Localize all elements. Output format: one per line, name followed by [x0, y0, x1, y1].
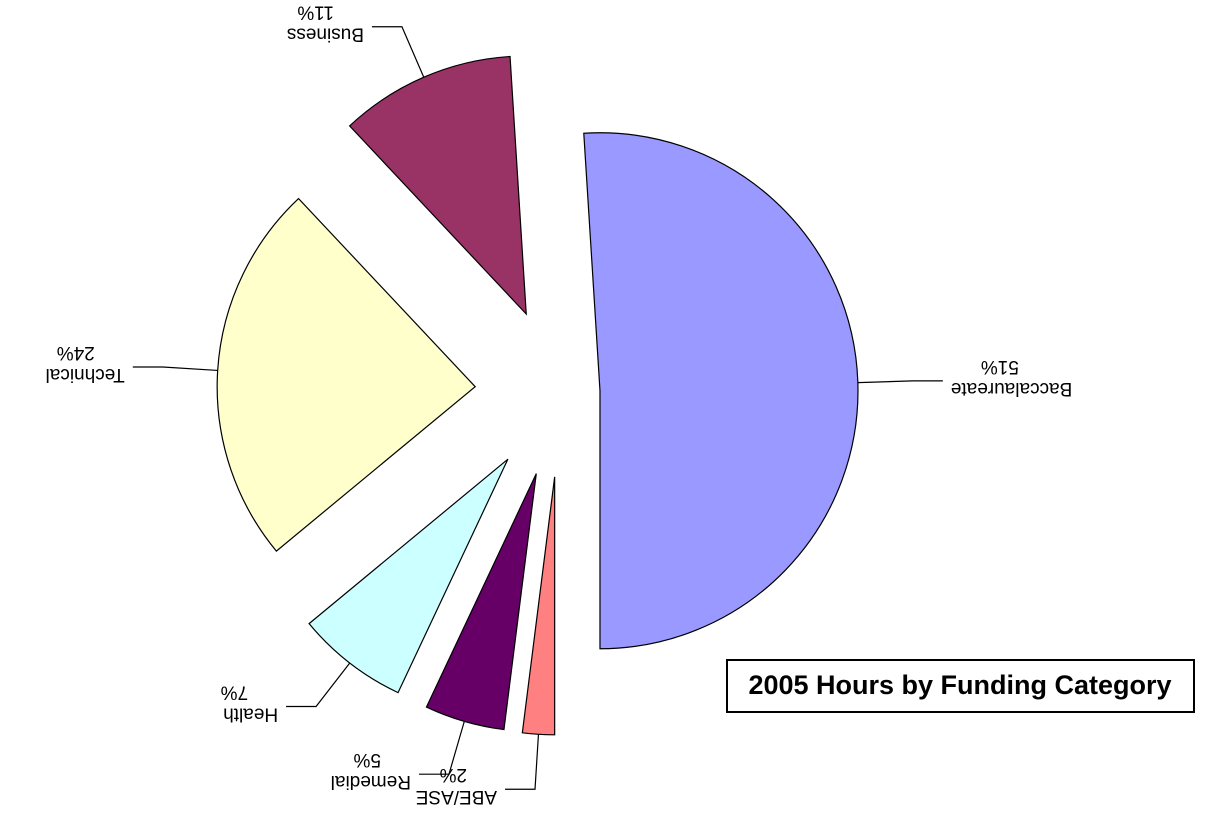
pie-slice [521, 476, 556, 736]
leader-line [132, 366, 218, 372]
category-label: Health [223, 703, 278, 724]
pie-slice [425, 473, 537, 731]
value-label: 24% [57, 342, 95, 363]
category-label: Remedial [331, 771, 411, 792]
category-label: Business [287, 24, 364, 45]
pie-slice [308, 458, 509, 694]
value-label: 5% [353, 749, 381, 770]
pie-slice [583, 132, 859, 650]
value-label: 2% [439, 764, 467, 785]
chart-title: 2005 Hours by Funding Category [748, 670, 1171, 700]
pie-slice [348, 55, 527, 316]
category-label: ABE/ASE [416, 786, 497, 807]
leader-line [418, 721, 465, 775]
value-label: 51% [981, 356, 1019, 377]
category-label: Technical [46, 364, 125, 385]
leader-line [371, 26, 425, 78]
category-label: Baccalaureate [951, 378, 1072, 399]
leader-line [857, 380, 943, 384]
value-label: 11% [297, 2, 334, 23]
pie-slice [216, 197, 477, 552]
leader-line [505, 734, 540, 790]
leader-line [286, 662, 351, 708]
title-box [726, 659, 1195, 713]
value-label: 7% [220, 681, 248, 702]
